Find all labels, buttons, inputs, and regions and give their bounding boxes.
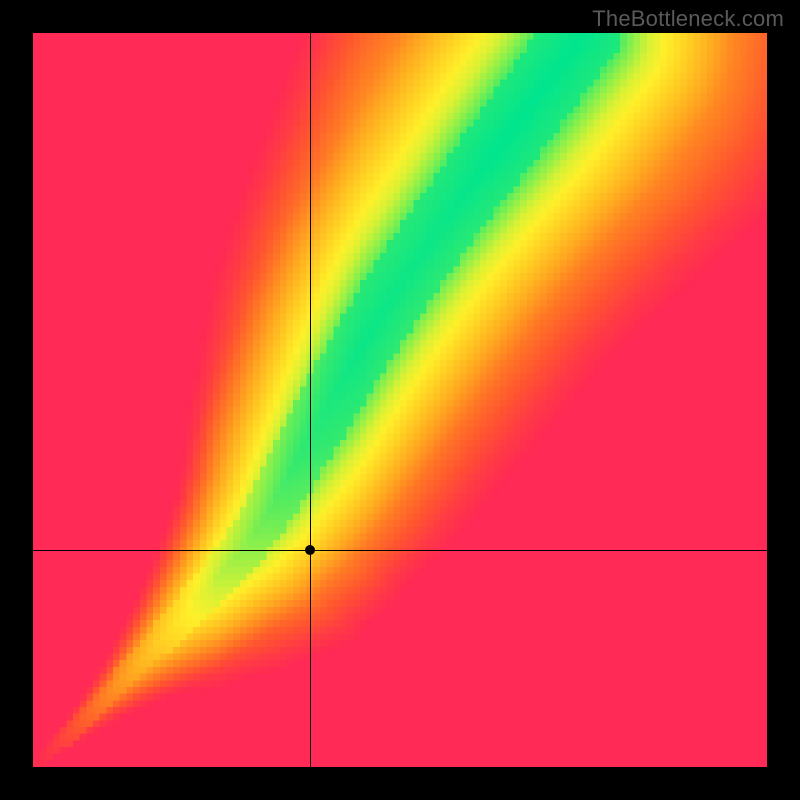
stage: TheBottleneck.com	[0, 0, 800, 800]
crosshair-vertical	[310, 33, 311, 767]
heatmap-canvas	[33, 33, 767, 767]
crosshair-point	[305, 545, 315, 555]
watermark: TheBottleneck.com	[592, 6, 784, 32]
crosshair-horizontal	[33, 550, 767, 551]
